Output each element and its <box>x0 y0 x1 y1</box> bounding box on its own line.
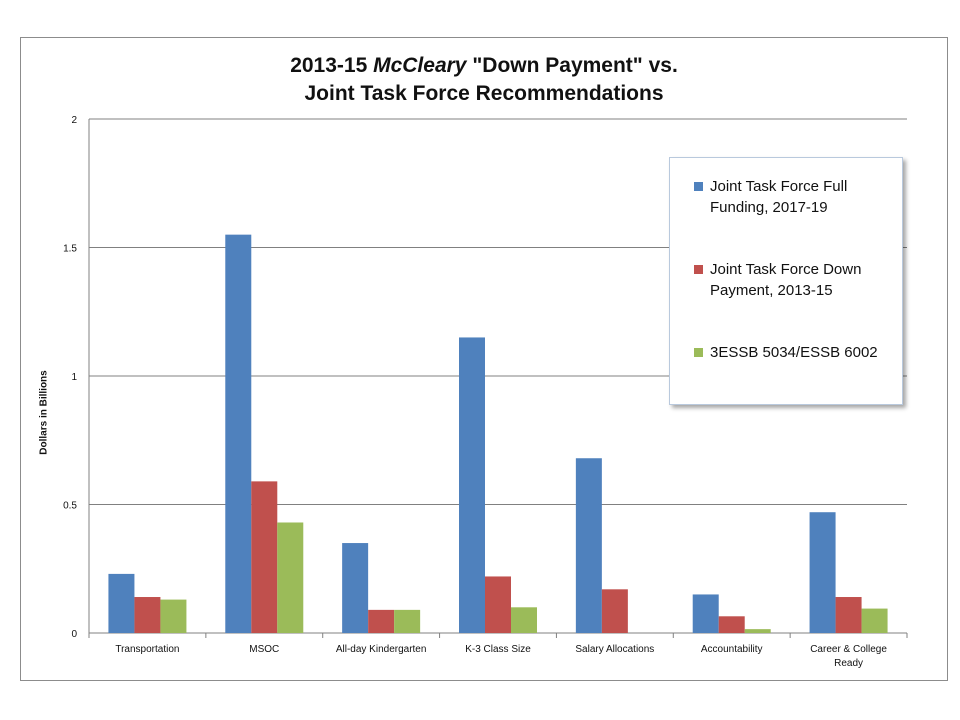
y-tick-label: 2 <box>71 115 77 126</box>
bar <box>692 594 719 633</box>
bar <box>485 576 511 633</box>
chart-frame: 2013-15 McCleary "Down Payment" vs. Join… <box>20 37 948 681</box>
bar <box>718 616 745 633</box>
legend-label: 3ESSB 5034/ESSB 6002 <box>710 342 890 363</box>
bar <box>108 573 135 633</box>
x-tick-label: Accountability <box>701 644 763 655</box>
x-tick-label: K-3 Class Size <box>465 644 531 655</box>
title-part-1: 2013-15 <box>290 54 374 77</box>
legend: Joint Task Force Full Funding, 2017-19 Joi… <box>669 157 903 405</box>
legend-label-line: Funding, 2017-19 <box>710 199 828 216</box>
plot-area: 0 0.5 1 1.5 2 Transportation MSOC All-day Kinde… <box>63 115 908 669</box>
bar <box>861 608 888 633</box>
y-tick-label: 1 <box>71 372 77 383</box>
chart-title-line1: 2013-15 McCleary "Down Payment" vs. <box>21 52 947 80</box>
legend-swatch <box>694 348 703 357</box>
bar <box>575 458 602 633</box>
bar <box>225 234 252 633</box>
x-tick-label: All-day Kindergarten <box>336 644 427 655</box>
legend-label: Joint Task Force Down Payment, 2013-15 <box>710 259 890 301</box>
legend-label-line: Payment, 2013-15 <box>710 282 833 299</box>
chart-title: 2013-15 McCleary "Down Payment" vs. Join… <box>21 52 947 108</box>
legend-swatch <box>694 182 703 191</box>
legend-label-line: 3ESSB 5034/ESSB 6002 <box>710 344 878 361</box>
title-part-2: McCleary <box>373 54 467 77</box>
bar <box>459 337 485 633</box>
bar <box>744 629 771 633</box>
chart-title-line2: Joint Task Force Recommendations <box>304 82 664 105</box>
y-tick-label: 0 <box>71 629 77 640</box>
y-tick-label: 1.5 <box>63 244 77 255</box>
bar <box>368 609 395 633</box>
bar <box>835 597 862 633</box>
title-part-3: "Down Payment" vs. <box>466 54 678 77</box>
legend-label: Joint Task Force Full Funding, 2017-19 <box>710 176 890 218</box>
legend-label-line: Joint Task Force Down <box>710 261 862 278</box>
y-tick-label: 0.5 <box>63 501 77 512</box>
legend-label-line: Joint Task Force Full <box>710 178 848 195</box>
legend-swatch <box>694 265 703 274</box>
bar <box>394 609 421 633</box>
x-tick-label: Transportation <box>115 644 179 655</box>
bar <box>342 543 369 633</box>
bar <box>511 607 537 633</box>
bar <box>134 597 161 633</box>
x-tick-label: Career & College Ready <box>810 644 887 669</box>
x-tick-label: Salary Allocations <box>575 644 654 655</box>
bar <box>277 522 304 633</box>
bar <box>601 589 628 633</box>
bar <box>251 481 278 633</box>
bar <box>160 599 187 633</box>
x-tick-label: MSOC <box>249 644 279 655</box>
bar <box>809 512 836 633</box>
